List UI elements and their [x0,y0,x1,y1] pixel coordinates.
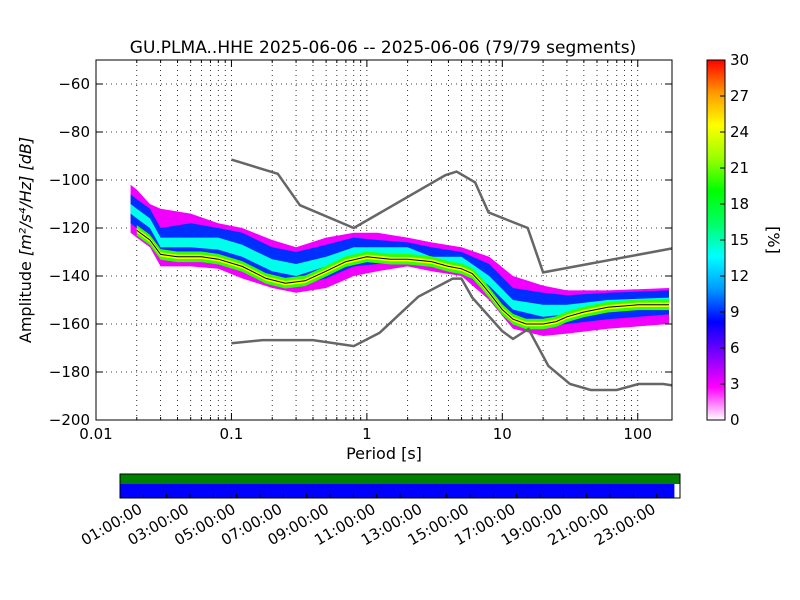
plot-frame [95,59,673,421]
colorbar-label: [%] [764,226,783,254]
chart-title: GU.PLMA..HHE 2025-06-06 -- 2025-06-06 (7… [130,38,636,58]
ppsd-distribution [130,184,670,336]
colorbar-tick-label: 6 [730,339,740,357]
y-tick-label: −140 [49,267,90,285]
y-tick-label: −180 [49,363,90,381]
colorbar-tick-label: 3 [730,375,740,393]
psd-series [136,229,669,325]
y-tick-label: −80 [58,123,90,141]
x-tick-label: 0.1 [220,425,244,443]
colorbar-tick-label: 9 [730,303,740,321]
timeline-coverage-bar [120,484,675,498]
y-tick-label: −200 [49,411,90,429]
low-noise-model-line [231,277,673,392]
psd-series-line [136,229,669,325]
y-axis-label: Amplitude [m²/s⁴/Hz] [dB] [16,137,35,343]
y-tick-label: −120 [49,219,90,237]
x-tick-label: 10 [493,425,512,443]
colorbar-tick-label: 27 [730,87,749,105]
x-axis: 0.01 0.1 1 10 100 [79,60,652,443]
noise-models [231,158,673,392]
y-tick-label: −100 [49,171,90,189]
colorbar-tick-label: 30 [730,51,749,69]
plot-area [95,59,673,421]
x-tick-label: 1 [362,425,372,443]
y-axis-label-units: [m²/s⁴/Hz] [dB] [16,137,35,256]
colorbar-tick-label: 0 [730,411,740,429]
colorbar-tick-label: 12 [730,267,749,285]
timeline-top-bar [120,474,680,484]
timeline: 01:00:0003:00:0005:00:0007:00:0009:00:00… [78,473,681,549]
colorbar-ticks: 0 3 6 9 12 15 18 21 24 27 30 [720,51,749,429]
colorbar-tick-label: 18 [730,195,749,213]
colorbar-tick-label: 24 [730,123,749,141]
timeline-ticks: 01:00:0003:00:0005:00:0007:00:0009:00:00… [78,494,681,549]
y-axis-label-prefix: Amplitude [16,256,35,343]
x-axis-label: Period [s] [346,444,422,463]
colorbar: 0 3 6 9 12 15 18 21 24 27 30 [%] [706,51,783,429]
colorbar-tick-label: 15 [730,231,749,249]
x-tick-label: 100 [623,425,652,443]
y-axis: −60 −80 −100 −120 −140 −160 −180 −200 [49,75,672,429]
y-tick-label: −60 [58,75,90,93]
colorbar-tick-label: 21 [730,159,749,177]
x-tick-label: 0.01 [79,425,112,443]
y-tick-label: −160 [49,315,90,333]
high-noise-model-line [231,158,673,274]
